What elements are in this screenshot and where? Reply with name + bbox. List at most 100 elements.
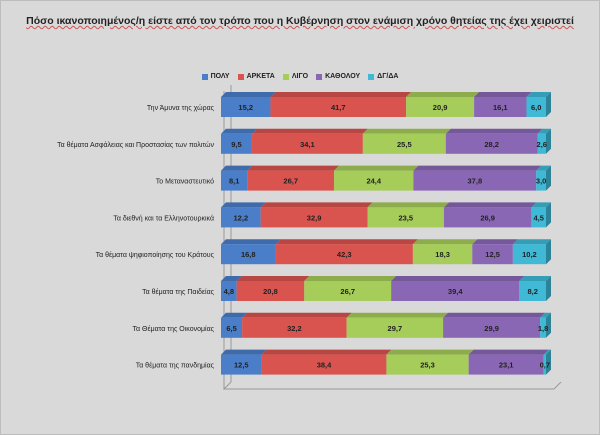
data-label: 8,2 bbox=[527, 287, 537, 296]
data-label: 12,2 bbox=[234, 213, 249, 222]
data-label: 12,5 bbox=[485, 250, 500, 259]
legend-item: ΠΟΛΥ bbox=[201, 73, 230, 80]
bar-segment-top bbox=[412, 239, 478, 245]
legend-item: ΑΡΚΕΤΑ bbox=[237, 73, 275, 80]
bar-side bbox=[546, 312, 551, 338]
category-label: Τα θέματα της πανδημίας bbox=[136, 362, 215, 370]
bar-side bbox=[546, 165, 551, 191]
legend-label: ΔΓ/ΔΑ bbox=[377, 73, 399, 80]
data-label: 9,5 bbox=[231, 140, 241, 149]
bar-segment bbox=[443, 207, 532, 228]
bar-segment bbox=[543, 354, 546, 375]
data-label: 20,8 bbox=[263, 287, 278, 296]
data-label: 39,4 bbox=[448, 287, 463, 296]
bar-segment bbox=[537, 133, 546, 154]
bar-segment bbox=[260, 207, 368, 228]
bar-side bbox=[546, 239, 551, 265]
chart-title: Πόσο ικανοποιημένος/η είστε από τον τρόπ… bbox=[26, 15, 574, 27]
bar-segment-top bbox=[445, 128, 543, 134]
bar-segment-top bbox=[468, 349, 549, 355]
bar-segment bbox=[270, 97, 407, 117]
bar-segment-top bbox=[512, 239, 551, 245]
bar-segment bbox=[221, 133, 252, 154]
bar-segment bbox=[536, 170, 546, 191]
data-label: 6,0 bbox=[531, 103, 541, 112]
bar-segment-top bbox=[221, 349, 267, 355]
bar-segment bbox=[221, 354, 262, 375]
bar-segment bbox=[236, 281, 305, 301]
bar-segment-top bbox=[543, 349, 551, 355]
bar-segment bbox=[221, 97, 271, 117]
bar-segment bbox=[304, 281, 392, 301]
data-label: 23,1 bbox=[499, 361, 514, 370]
bar-segment-top bbox=[270, 92, 412, 97]
bar-segment bbox=[251, 133, 363, 154]
bar-segment bbox=[386, 354, 469, 375]
legend: ΠΟΛΥ ΑΡΚΕΤΑ ΛΙΓΟ ΚΑΘΟΛΟΥ ΔΓ/ΔΑ bbox=[0, 73, 600, 80]
data-label: 6,5 bbox=[226, 324, 236, 333]
data-label: 4,8 bbox=[224, 287, 234, 296]
data-label: 25,5 bbox=[397, 140, 412, 149]
bar-segment-top bbox=[413, 165, 542, 171]
bar-segment-top bbox=[221, 92, 276, 97]
legend-swatch bbox=[237, 73, 244, 80]
bar-side bbox=[546, 128, 551, 154]
bar-segment bbox=[472, 244, 513, 265]
legend-swatch bbox=[282, 73, 289, 80]
bar-segment-top bbox=[247, 165, 340, 171]
bar-segment bbox=[221, 170, 248, 191]
bar-segment bbox=[367, 207, 444, 228]
legend-label: ΛΙΓΟ bbox=[291, 73, 309, 80]
legend-label: ΚΑΘΟΛΟΥ bbox=[325, 73, 361, 80]
bar-segment bbox=[526, 97, 546, 117]
bar-segment-top bbox=[443, 202, 537, 208]
bar-segment-top bbox=[531, 202, 551, 208]
bar-segment bbox=[512, 244, 546, 265]
data-label: 3,0 bbox=[536, 177, 546, 186]
bar-segment bbox=[391, 281, 520, 301]
legend-item: ΚΑΘΟΛΟΥ bbox=[316, 73, 360, 80]
bar-segment-top bbox=[260, 202, 373, 208]
bar-segment bbox=[275, 244, 413, 265]
bar-segment bbox=[221, 281, 237, 301]
bar-segment-top bbox=[391, 276, 525, 281]
bar-segment-top bbox=[221, 165, 253, 171]
bar-segment bbox=[413, 170, 537, 191]
legend-label: ΑΡΚΕΤΑ bbox=[246, 73, 275, 80]
bar-segment-top bbox=[540, 312, 551, 318]
bar-segment bbox=[468, 354, 544, 375]
data-label: 10,2 bbox=[522, 250, 537, 259]
data-label: 24,4 bbox=[366, 177, 381, 186]
bar-segment bbox=[221, 207, 261, 228]
data-label: 26,7 bbox=[340, 287, 355, 296]
bar-segment-top bbox=[304, 276, 397, 281]
bar-segment bbox=[474, 97, 527, 117]
bar-segment bbox=[412, 244, 473, 265]
bar-segment-top bbox=[251, 128, 368, 134]
bar-segment bbox=[519, 281, 546, 301]
bar-segment bbox=[221, 244, 276, 265]
bar-segment-top bbox=[236, 276, 310, 281]
data-label: 26,9 bbox=[480, 213, 495, 222]
data-label: 8,1 bbox=[229, 177, 239, 186]
bar-segment bbox=[221, 317, 243, 338]
bar-segment-top bbox=[362, 128, 451, 134]
bar-segment-top bbox=[537, 128, 551, 134]
category-label: Τα Θέματα της Οικονομίας bbox=[133, 325, 215, 333]
bar-segment-top bbox=[406, 92, 480, 97]
legend-swatch bbox=[201, 73, 208, 80]
bar-segment bbox=[362, 133, 446, 154]
bar-segment-top bbox=[346, 312, 449, 318]
bar-segment-top bbox=[334, 165, 419, 171]
data-label: 29,7 bbox=[388, 324, 403, 333]
data-label: 42,3 bbox=[337, 250, 352, 259]
bar-segment-top bbox=[221, 312, 248, 318]
data-label: 32,9 bbox=[307, 213, 322, 222]
category-label: Τα θέματα Ασφάλειας και Προστασίας των π… bbox=[57, 141, 214, 149]
bar-segment-top bbox=[519, 276, 551, 281]
data-label: 25,3 bbox=[420, 361, 435, 370]
data-label: 34,1 bbox=[300, 140, 315, 149]
category-label: Τα διεθνή και τα Ελληνοτουρκικά bbox=[113, 214, 214, 222]
data-label: 16,1 bbox=[493, 103, 508, 112]
legend-swatch bbox=[316, 73, 323, 80]
